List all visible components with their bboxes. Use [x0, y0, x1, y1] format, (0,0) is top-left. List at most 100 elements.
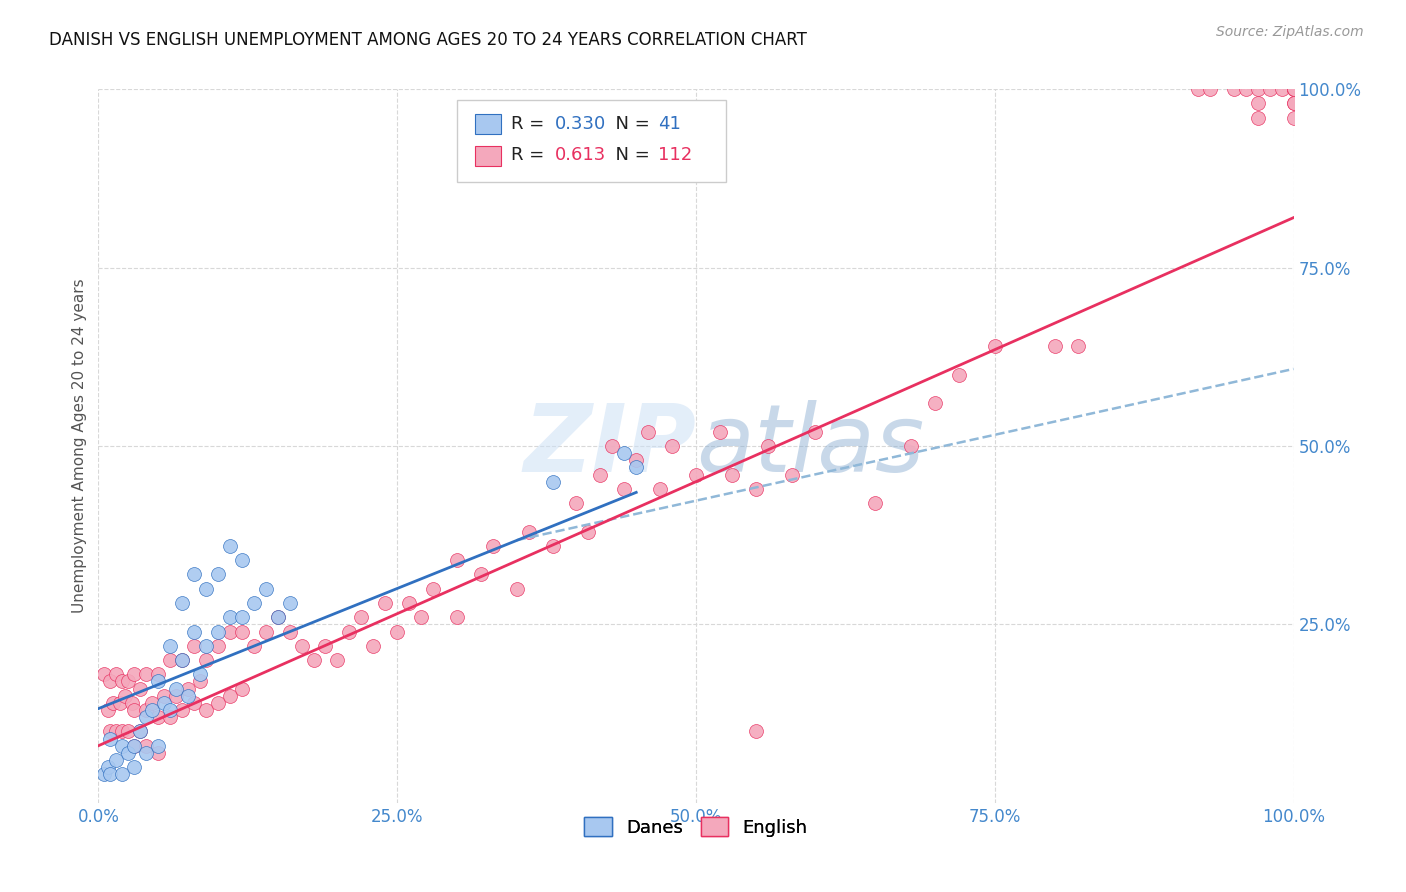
Point [685, 467, 707, 482]
Point [602, 439, 624, 453]
Point [172, 596, 194, 610]
Point [135, 739, 157, 753]
Point [153, 696, 176, 710]
Point [613, 482, 636, 496]
Text: R =: R = [510, 146, 550, 164]
Point [195, 703, 218, 717]
Point [541, 475, 564, 489]
Point [541, 539, 564, 553]
Point [111, 739, 134, 753]
Point [1282, 82, 1305, 96]
Point [207, 567, 229, 582]
Point [195, 639, 218, 653]
Point [924, 396, 946, 410]
Point [374, 596, 396, 610]
Point [148, 710, 170, 724]
Point [756, 439, 779, 453]
Point [159, 710, 181, 724]
Text: N =: N = [605, 146, 655, 164]
Text: atlas: atlas [696, 401, 924, 491]
Point [1282, 82, 1305, 96]
Text: R =: R = [510, 115, 550, 133]
Point [506, 582, 529, 596]
Point [422, 582, 444, 596]
Point [114, 689, 136, 703]
Point [165, 681, 187, 696]
Point [177, 689, 200, 703]
Point [159, 653, 181, 667]
Point [97, 703, 120, 717]
Point [111, 767, 134, 781]
Point [1282, 111, 1305, 125]
Point [626, 460, 648, 475]
Point [398, 596, 420, 610]
Point [1282, 82, 1305, 96]
Point [1247, 111, 1270, 125]
Point [148, 739, 170, 753]
Point [148, 674, 170, 689]
Point [165, 689, 187, 703]
Point [135, 746, 157, 760]
Point [948, 368, 970, 382]
Point [111, 674, 134, 689]
Point [517, 524, 540, 539]
Point [626, 132, 648, 146]
Point [108, 696, 131, 710]
Point [153, 689, 176, 703]
Text: 0.330: 0.330 [555, 115, 606, 133]
Point [984, 339, 1007, 353]
Point [177, 681, 200, 696]
Point [231, 553, 253, 567]
Text: N =: N = [605, 115, 655, 133]
Point [195, 653, 218, 667]
Point [267, 610, 290, 624]
Point [1187, 82, 1209, 96]
Point [1247, 82, 1270, 96]
Legend: Danes, English: Danes, English [578, 810, 814, 844]
Point [709, 425, 731, 439]
Point [93, 667, 115, 681]
Point [1043, 339, 1066, 353]
Point [98, 731, 122, 746]
Point [219, 624, 242, 639]
Point [98, 724, 122, 739]
Point [219, 610, 242, 624]
Point [446, 610, 468, 624]
Point [207, 696, 229, 710]
Point [565, 496, 588, 510]
Point [135, 703, 157, 717]
Point [105, 667, 128, 681]
Point [243, 596, 266, 610]
Point [105, 724, 128, 739]
Point [278, 596, 301, 610]
Point [589, 467, 612, 482]
Point [1223, 82, 1246, 96]
Point [1199, 82, 1222, 96]
Point [231, 610, 253, 624]
Point [124, 739, 146, 753]
Point [1282, 82, 1305, 96]
Point [446, 553, 468, 567]
Point [98, 674, 122, 689]
FancyBboxPatch shape [457, 100, 725, 182]
Point [117, 746, 139, 760]
Point [124, 760, 146, 774]
Point [124, 667, 146, 681]
Point [1282, 82, 1305, 96]
Point [188, 667, 211, 681]
Point [159, 639, 181, 653]
Point [231, 624, 253, 639]
Point [411, 610, 433, 624]
Point [1282, 82, 1305, 96]
Point [148, 667, 170, 681]
Point [1258, 82, 1281, 96]
Text: 112: 112 [658, 146, 692, 164]
Bar [475, 114, 501, 134]
Point [900, 439, 922, 453]
Point [326, 653, 349, 667]
Point [339, 624, 361, 639]
Point [243, 639, 266, 653]
Point [1282, 82, 1305, 96]
Point [350, 610, 373, 624]
Y-axis label: Unemployment Among Ages 20 to 24 years: Unemployment Among Ages 20 to 24 years [72, 278, 87, 614]
